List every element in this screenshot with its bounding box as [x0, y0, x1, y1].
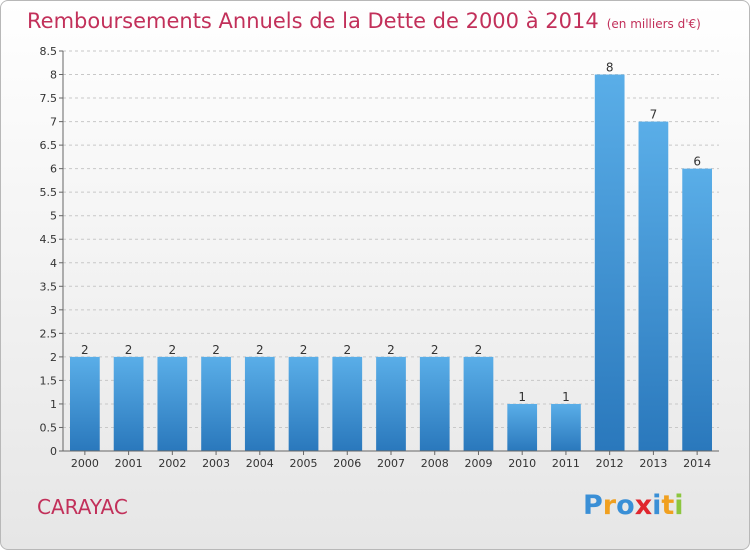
x-tick-label: 2011: [552, 457, 580, 470]
data-label: 2: [387, 343, 395, 357]
y-tick-label: 8: [50, 69, 57, 82]
y-tick-label: 3: [50, 304, 57, 317]
commune-name: CARAYAC: [37, 495, 128, 519]
x-tick-label: 2014: [683, 457, 711, 470]
x-tick-label: 2007: [377, 457, 405, 470]
bar-2004: [244, 356, 275, 451]
y-tick-label: 1: [50, 398, 57, 411]
data-label: 2: [125, 343, 133, 357]
x-tick-label: 2000: [71, 457, 99, 470]
bar-2001: [113, 356, 144, 451]
data-label: 2: [81, 343, 89, 357]
x-tick-label: 2012: [596, 457, 624, 470]
x-tick-label: 2008: [421, 457, 449, 470]
bar-2010: [507, 403, 538, 451]
logo-letter: i: [652, 490, 662, 521]
bar-2006: [332, 356, 363, 451]
bar-2002: [157, 356, 188, 451]
x-tick-label: 2005: [290, 457, 318, 470]
y-tick-label: 2: [50, 351, 57, 364]
x-tick-label: 2010: [508, 457, 536, 470]
bar-2014: [682, 168, 713, 451]
chart-title-text: Remboursements Annuels de la Dette de 20…: [27, 9, 599, 33]
bar-2012: [594, 74, 625, 451]
data-label: 6: [693, 155, 701, 169]
logo-letter: t: [661, 490, 675, 521]
x-axis: 2000 2001 2002 2003 2004 2005 2006 2007 2008 2009…: [63, 450, 719, 470]
logo-letter: x: [634, 490, 653, 521]
bar-2005: [288, 356, 319, 451]
data-label: 2: [431, 343, 439, 357]
y-tick-label: 8.5: [40, 45, 58, 58]
data-label: 2: [475, 343, 483, 357]
logo-letter: i: [674, 490, 684, 521]
data-label: 2: [169, 343, 177, 357]
logo-letter: o: [616, 490, 635, 521]
data-label: 1: [518, 390, 526, 404]
y-tick-label: 0.5: [40, 421, 58, 434]
chart-title: Remboursements Annuels de la Dette de 20…: [27, 9, 701, 33]
bar-2007: [376, 356, 406, 451]
x-tick-label: 2002: [158, 457, 186, 470]
y-tick-label: 2.5: [40, 327, 58, 340]
bar-2003: [201, 356, 231, 451]
bar-2011: [551, 403, 581, 451]
x-tick-label: 2001: [115, 457, 143, 470]
x-tick-label: 2003: [202, 457, 230, 470]
data-label: 2: [300, 343, 308, 357]
logo-letter: r: [602, 490, 617, 521]
bar-2000: [69, 356, 100, 451]
data-label: 2: [212, 343, 220, 357]
y-tick-label: 0: [50, 445, 57, 458]
y-tick-label: 3.5: [40, 280, 58, 293]
logo-letter: P: [583, 490, 603, 521]
data-label: 2: [256, 343, 264, 357]
y-tick-label: 7: [50, 116, 57, 129]
y-tick-label: 6: [50, 163, 57, 176]
y-tick-label: 7.5: [40, 92, 58, 105]
bars: 2 2 2 2 2 2 2 2 2 2 1 1 8 7 6: [69, 61, 713, 452]
data-label: 8: [606, 61, 614, 75]
y-tick-label: 5: [50, 210, 57, 223]
y-tick-label: 1.5: [40, 374, 58, 387]
y-tick-label: 4.5: [40, 233, 58, 246]
data-label: 1: [562, 390, 570, 404]
x-tick-label: 2013: [639, 457, 667, 470]
bar-2013: [638, 121, 669, 452]
y-tick-label: 6.5: [40, 139, 58, 152]
x-tick-label: 2004: [246, 457, 274, 470]
proxiti-logo[interactable]: Proxiti: [583, 490, 684, 521]
y-tick-label: 4: [50, 257, 57, 270]
bar-2008: [419, 356, 450, 451]
chart-unit: (en milliers d'€): [606, 17, 701, 31]
x-tick-label: 2006: [333, 457, 361, 470]
y-axis: 0 0.5 1 1.5 2 2.5 3 3.5 4 4.5 5 5.5 6 6.5 7 7.5 8 8.5: [40, 45, 64, 458]
data-label: 7: [650, 108, 658, 122]
x-tick-label: 2009: [464, 457, 492, 470]
data-label: 2: [343, 343, 351, 357]
bar-2009: [463, 356, 494, 451]
y-tick-label: 5.5: [40, 186, 58, 199]
